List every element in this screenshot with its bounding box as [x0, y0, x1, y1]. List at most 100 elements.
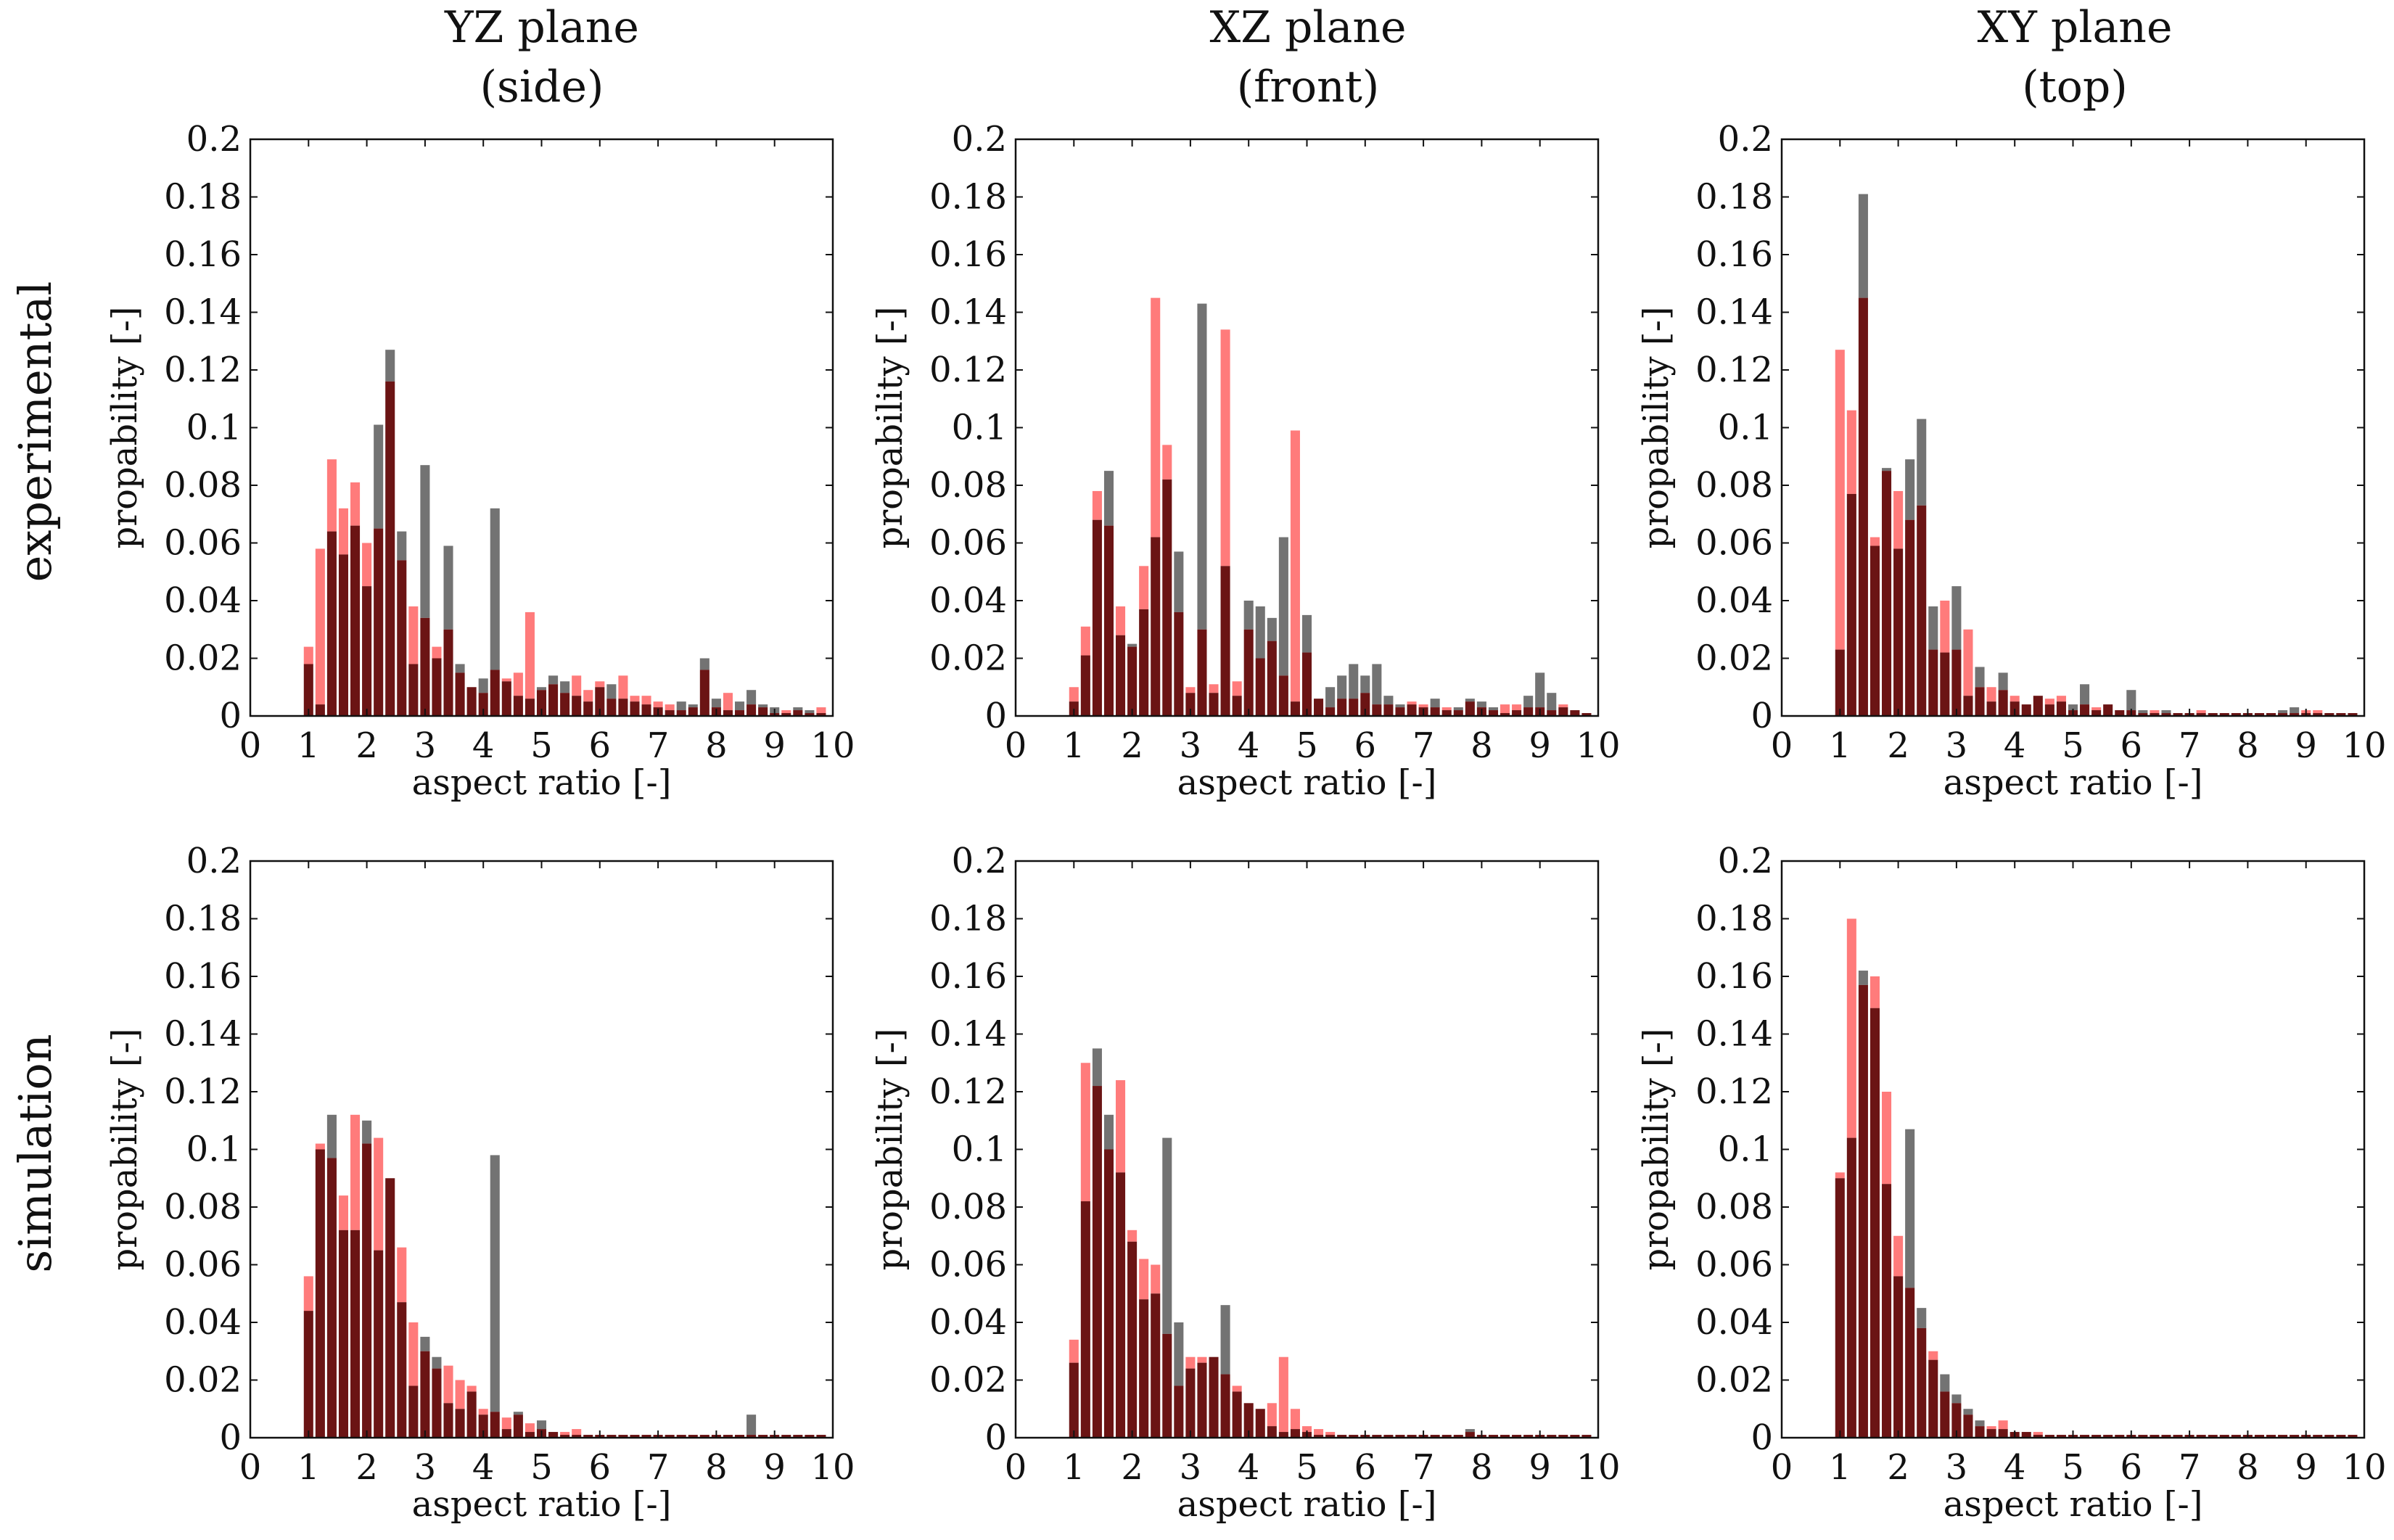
col-title-xy-line2: (top)	[2022, 62, 2127, 112]
bar-overlap	[2044, 704, 2054, 716]
bar-overlap	[466, 687, 477, 716]
bar-overlap	[630, 1435, 640, 1438]
bar-overlap	[699, 1435, 709, 1438]
y-tick-label: 0.2	[186, 841, 242, 881]
bar-overlap	[665, 1435, 675, 1438]
col-title-xz-line2: (front)	[1237, 62, 1380, 112]
bar-red-excess	[1986, 1426, 1996, 1430]
bar-gray-excess	[1103, 471, 1114, 526]
bar-overlap	[1185, 1368, 1196, 1438]
bar-red-excess	[1069, 687, 1079, 702]
bar-red-excess	[432, 646, 442, 659]
bar-overlap	[1151, 537, 1161, 716]
bar-overlap	[2138, 1435, 2148, 1438]
bar-overlap	[525, 1432, 535, 1438]
bar-overlap	[1963, 1415, 1973, 1438]
bar-overlap	[606, 1435, 617, 1438]
bar-overlap	[805, 713, 815, 716]
bar-red-excess	[1835, 350, 1845, 650]
y-tick-label: 0.2	[952, 119, 1007, 160]
bar-overlap	[1290, 701, 1300, 716]
bar-overlap	[2103, 704, 2113, 716]
bar-overlap	[350, 1230, 361, 1438]
bar-red-excess	[1232, 1385, 1242, 1392]
bar-overlap	[397, 1302, 407, 1438]
bar-overlap	[2208, 713, 2218, 716]
bar-red-excess	[1290, 430, 1300, 702]
bar-gray-excess	[1349, 664, 1359, 699]
bar-overlap	[1395, 1435, 1405, 1438]
x-axis-label: aspect ratio [-]	[1177, 762, 1437, 803]
x-tick-label: 7	[2179, 1447, 2201, 1488]
bar-overlap	[1349, 1435, 1359, 1438]
bar-overlap	[1453, 1435, 1463, 1438]
bar-overlap	[2033, 696, 2043, 716]
bar-gray-excess	[1465, 1429, 1475, 1433]
bar-gray-excess	[746, 690, 757, 705]
x-tick-label: 8	[1470, 725, 1493, 766]
bar-overlap	[1869, 1008, 1880, 1438]
x-tick-label: 9	[763, 725, 786, 766]
x-tick-label: 6	[589, 1447, 612, 1488]
bar-red-excess	[560, 1432, 570, 1436]
axes-box	[1780, 860, 2366, 1439]
bar-red-excess	[1928, 1351, 1938, 1360]
bar-red-excess	[1301, 1426, 1312, 1433]
bar-red-excess	[350, 482, 361, 526]
bar-gray-excess	[1360, 675, 1370, 693]
bar-overlap	[1314, 1435, 1324, 1438]
bar-gray-excess	[1917, 1308, 1927, 1328]
bar-gray-excess	[443, 545, 453, 630]
bar-overlap	[2150, 713, 2160, 716]
y-tick-label: 0.06	[1695, 523, 1773, 564]
y-tick-label: 0.06	[929, 1245, 1007, 1285]
bar-overlap	[1325, 707, 1336, 716]
axes-box	[1780, 138, 2366, 717]
bar-overlap	[1255, 658, 1265, 716]
bar-red-excess	[1209, 684, 1219, 693]
y-tick-label: 0.12	[1695, 350, 1773, 390]
bar-overlap	[1547, 710, 1557, 716]
bar-gray-excess	[1337, 675, 1347, 699]
x-axis-label: aspect ratio [-]	[1943, 762, 2203, 803]
y-tick-label: 0.14	[1695, 1014, 1773, 1055]
bar-red-excess	[1314, 1429, 1324, 1436]
bar-gray-excess	[1905, 1129, 1915, 1288]
bar-red-excess	[1151, 297, 1161, 538]
bar-red-excess	[326, 459, 337, 532]
x-tick-label: 2	[355, 725, 378, 766]
bar-red-excess	[665, 704, 675, 711]
x-tick-label: 8	[2237, 1447, 2259, 1488]
bar-overlap	[397, 560, 407, 716]
bar-overlap	[793, 1435, 803, 1438]
bar-red-excess	[408, 606, 419, 664]
y-tick-label: 0.16	[1695, 234, 1773, 275]
bar-red-excess	[478, 1409, 488, 1415]
bar-overlap	[1116, 635, 1126, 716]
y-tick-label: 0	[1751, 1417, 1773, 1458]
bar-gray-excess	[455, 664, 465, 673]
y-tick-label: 0.18	[1695, 177, 1773, 218]
y-tick-label: 0.18	[929, 899, 1007, 939]
bar-overlap	[1314, 699, 1324, 716]
bar-overlap	[1441, 710, 1452, 716]
bar-gray-excess	[699, 658, 709, 670]
x-axis-label: aspect ratio [-]	[412, 1484, 672, 1525]
bar-overlap	[781, 713, 791, 716]
bar-gray-excess	[1535, 672, 1545, 708]
bar-overlap	[420, 617, 430, 716]
bar-gray-excess	[1220, 1305, 1230, 1375]
x-tick-label: 2	[1121, 725, 1143, 766]
bar-red-excess	[1835, 1172, 1845, 1179]
bar-gray-excess	[758, 704, 768, 708]
y-tick-label: 0.02	[929, 1360, 1007, 1401]
bar-overlap	[583, 1435, 593, 1438]
bar-red-excess	[455, 1380, 465, 1409]
bar-gray-excess	[1547, 693, 1557, 711]
bar-gray-excess	[1278, 537, 1288, 676]
x-tick-label: 5	[1296, 725, 1318, 766]
bar-overlap	[478, 693, 488, 716]
y-tick-label: 0.14	[929, 292, 1007, 333]
bar-gray-excess	[490, 1155, 500, 1412]
bar-overlap	[734, 710, 745, 716]
